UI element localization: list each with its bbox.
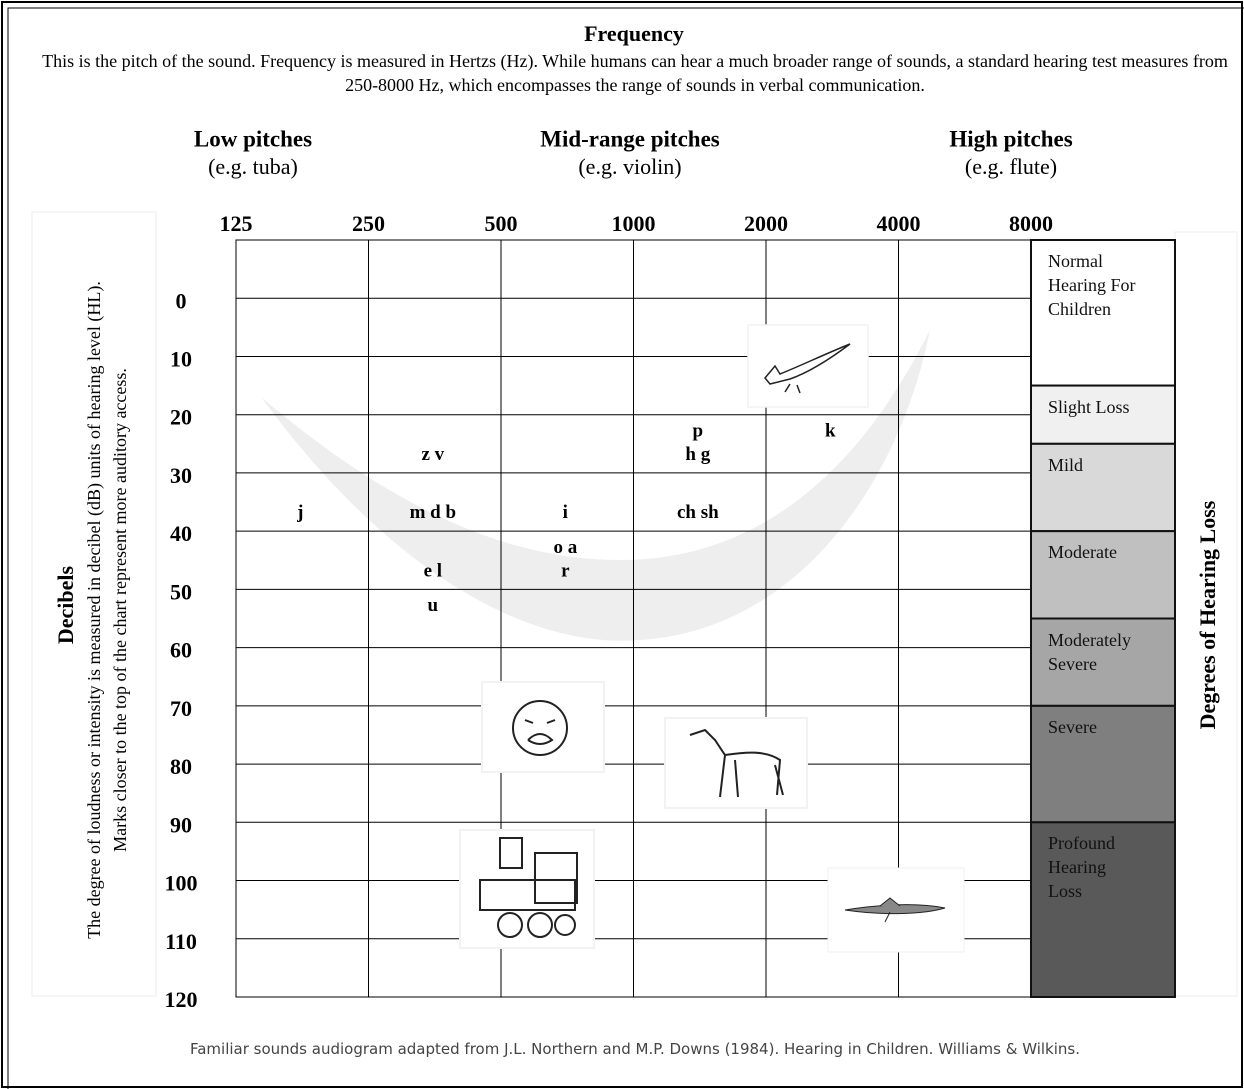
band-label: Mild: [1048, 453, 1138, 477]
speech-sound: o a: [553, 537, 577, 558]
speech-sound: e l: [424, 560, 442, 581]
speech-sound: u: [428, 595, 439, 616]
band-label: Moderately Severe: [1048, 628, 1138, 676]
pitch-group-name: High pitches: [949, 126, 1072, 151]
y-tick-label: 40: [170, 521, 192, 546]
x-tick-label: 4000: [877, 211, 921, 236]
x-tick-label: 125: [220, 211, 253, 236]
speech-sound: ch sh: [677, 502, 719, 523]
y-tick-label: 120: [165, 987, 198, 1012]
bird-icon: [748, 325, 868, 407]
y-tick-label: 80: [170, 754, 192, 779]
pitch-group-example: (e.g. tuba): [208, 154, 298, 179]
y-tick-label: 100: [165, 871, 198, 896]
y-tick-label: 110: [165, 929, 197, 954]
title: Frequency: [584, 21, 684, 46]
pitch-group-example: (e.g. flute): [965, 154, 1057, 179]
pitch-group-example: (e.g. violin): [578, 154, 681, 179]
y-axis-description: The degree of loudness or intensity is m…: [84, 281, 105, 939]
dog-icon: [665, 718, 807, 808]
y-tick-label: 50: [170, 579, 192, 604]
speech-sound: r: [561, 560, 570, 581]
y-tick-label: 0: [176, 288, 187, 313]
x-tick-label: 1000: [612, 211, 656, 236]
speech-sound: k: [825, 421, 836, 442]
caption: Familiar sounds audiogram adapted from J…: [0, 1040, 1244, 1058]
x-tick-label: 250: [352, 211, 385, 236]
speech-sound: i: [563, 502, 568, 523]
band-label: Moderate: [1048, 540, 1138, 564]
pitch-group-name: Low pitches: [194, 126, 312, 151]
x-tick-label: 500: [485, 211, 518, 236]
x-tick-label: 8000: [1009, 211, 1053, 236]
y-axis-label: Decibels: [53, 565, 78, 644]
band-label: Normal Hearing For Children: [1048, 249, 1138, 321]
speech-sound: h g: [685, 444, 710, 465]
subtitle: This is the pitch of the sound. Frequenc…: [40, 49, 1230, 97]
y-tick-label: 20: [170, 405, 192, 430]
bands-title: Degrees of Hearing Loss: [1195, 500, 1220, 729]
train-icon: [460, 830, 594, 948]
speech-sound: p: [693, 421, 704, 442]
y-axis-description: Marks closer to the top of the chart rep…: [110, 368, 130, 852]
page: Frequency 0 10 20 30 40 50 60 70 80 90 100 110 120 12…: [0, 0, 1244, 1089]
band-label: Severe: [1048, 715, 1138, 739]
speech-sound: j: [296, 502, 303, 523]
airplane-icon: [828, 868, 964, 952]
y-tick-label: 10: [170, 347, 192, 372]
baby-icon: [482, 682, 604, 772]
x-tick-label: 2000: [744, 211, 788, 236]
band-label: Profound Hearing Loss: [1048, 831, 1138, 903]
speech-sound: z v: [421, 444, 444, 465]
speech-sound: m d b: [410, 502, 456, 523]
y-tick-label: 30: [170, 463, 192, 488]
pitch-group-name: Mid-range pitches: [540, 126, 720, 151]
y-tick-label: 60: [170, 638, 192, 663]
band-label: Slight Loss: [1048, 395, 1138, 419]
y-tick-label: 70: [170, 696, 192, 721]
y-tick-label: 90: [170, 812, 192, 837]
